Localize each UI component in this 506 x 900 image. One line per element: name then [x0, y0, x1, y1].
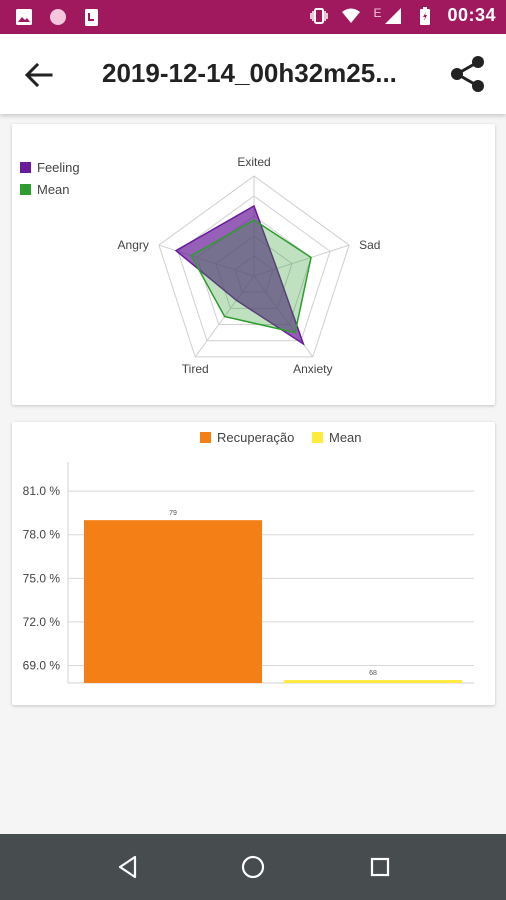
back-triangle-icon[interactable]	[114, 853, 142, 881]
y-tick-label: 69.0 %	[23, 659, 61, 673]
bar-value-label: 68	[369, 670, 377, 677]
battery-icon	[420, 6, 431, 25]
radar-chart: Exited Sad Anxiety Tired Angry Feeling Mean	[20, 155, 380, 376]
navigation-bar	[0, 834, 506, 900]
y-tick-label: 81.0 %	[23, 484, 61, 498]
legend-swatch	[200, 432, 211, 443]
legend-label: Mean	[37, 182, 70, 197]
radar-axis-label: Angry	[118, 238, 149, 252]
radar-axis-label: Exited	[237, 155, 270, 169]
clock: 00:34	[447, 5, 496, 25]
image-icon	[16, 9, 32, 25]
app-bar: 2019-12-14_00h32m25...	[0, 34, 506, 114]
legend-label: Mean	[329, 430, 362, 445]
legend-swatch	[312, 432, 323, 443]
radar-chart-card: Exited Sad Anxiety Tired Angry Feeling Mean	[12, 124, 495, 405]
notification-app-icon	[85, 9, 98, 26]
radar-axis-label: Anxiety	[293, 362, 332, 376]
legend-swatch	[20, 184, 31, 195]
vibrate-icon	[310, 7, 329, 24]
arrow-back-icon[interactable]	[22, 58, 56, 92]
legend-swatch	[20, 162, 31, 173]
bar-mean	[284, 680, 462, 683]
y-tick-label: 78.0 %	[23, 528, 61, 542]
network-type: E	[373, 5, 382, 20]
bar-chart-card: Recuperação Mean 81.0 % 78.0 % 75.0 % 72.0 %…	[12, 422, 495, 705]
share-icon[interactable]	[448, 54, 488, 94]
status-bar: E 00:34	[0, 0, 506, 34]
recents-square-icon[interactable]	[366, 853, 394, 881]
signal-icon	[385, 7, 402, 24]
wifi-icon	[342, 8, 361, 23]
legend-label: Feeling	[37, 160, 80, 175]
home-circle-icon[interactable]	[239, 853, 267, 881]
circle-app-icon	[50, 9, 66, 25]
y-tick-label: 72.0 %	[23, 615, 61, 629]
page-title: 2019-12-14_00h32m25...	[102, 58, 397, 88]
radar-series-mean	[190, 219, 312, 334]
y-tick-label: 75.0 %	[23, 571, 61, 585]
bar-chart: Recuperação Mean 81.0 % 78.0 % 75.0 % 72.0 %…	[23, 430, 474, 684]
bar-value-label: 79	[169, 510, 177, 517]
bar-recuperação	[84, 520, 262, 683]
radar-series-feeling	[174, 204, 305, 346]
radar-axis-label: Sad	[359, 238, 380, 252]
radar-ring	[158, 175, 350, 358]
legend-label: Recuperação	[217, 430, 294, 445]
radar-axis-label: Tired	[182, 362, 209, 376]
